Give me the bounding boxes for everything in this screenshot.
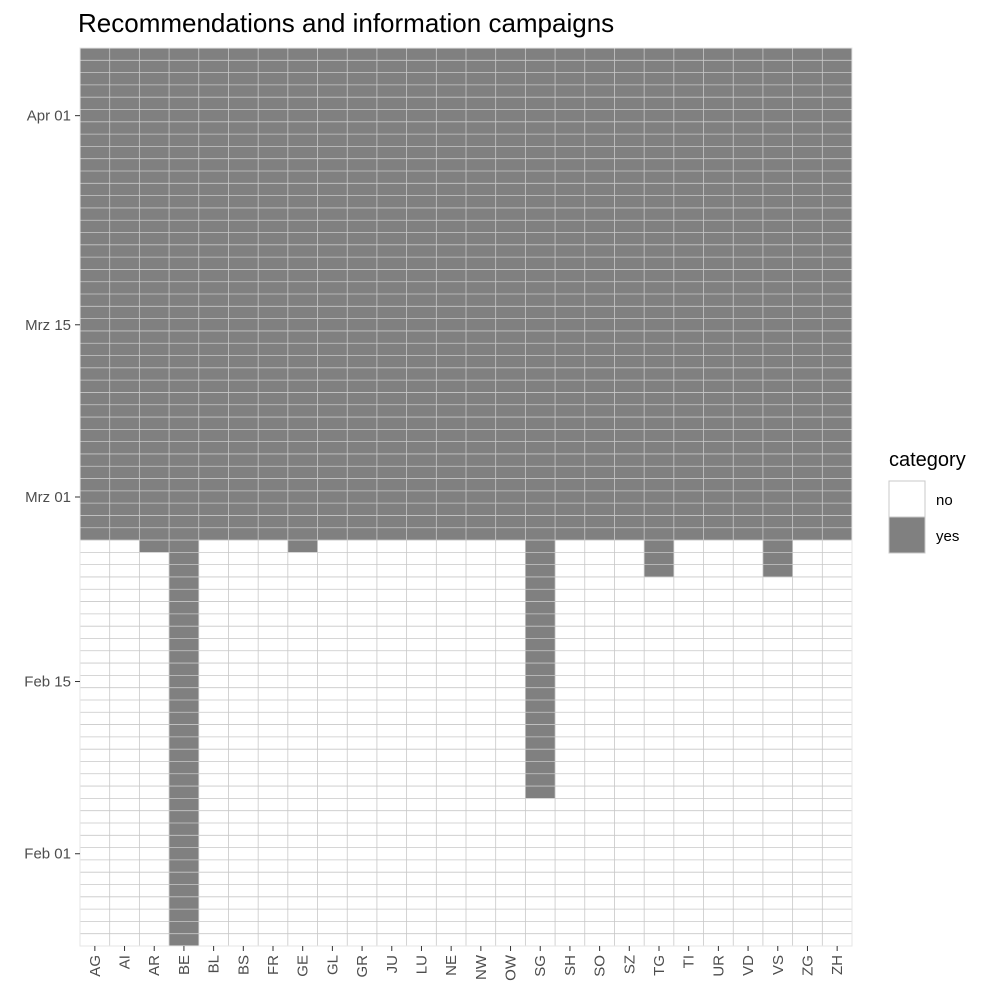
x-tick-label-gr: GR [354, 955, 371, 978]
legend-swatch-yes [888, 516, 926, 554]
y-axis: Feb 01 Feb 15 Mrz 01 Mrz 15 Apr 01 [24, 108, 80, 863]
x-tick-label-nw: NW [473, 954, 490, 980]
y-tick-label: Feb 01 [24, 846, 71, 863]
yes-bar-ar [139, 48, 170, 553]
x-axis: AG AI AR BE BL BS FR GE GL GR JU LU NE NW OW SG SH SO SZ TG… [87, 946, 846, 981]
yes-bar-sg [525, 48, 556, 799]
x-tick-label-sg: SG [532, 955, 549, 977]
plot-panel [79, 47, 853, 947]
y-tick-label: Feb 15 [24, 674, 71, 691]
yes-bar-vs [762, 48, 793, 577]
yes-bar-ge [287, 48, 318, 553]
x-tick-label-fr: FR [265, 955, 282, 975]
y-tick-label: Apr 01 [27, 108, 71, 125]
legend-swatch-no [888, 480, 926, 518]
yes-bar-tg [644, 48, 674, 577]
x-tick-label-sz: SZ [621, 955, 638, 974]
legend-label-yes: yes [936, 528, 959, 545]
x-tick-label-zh: ZH [829, 955, 846, 975]
x-tick-label-lu: LU [413, 955, 430, 974]
x-tick-label-vd: VD [740, 955, 757, 976]
x-tick-label-ju: JU [384, 955, 401, 973]
yes-bar-be [169, 48, 199, 946]
x-tick-label-vs: VS [770, 955, 787, 975]
x-tick-label-so: SO [592, 955, 609, 977]
x-tick-label-be: BE [176, 955, 193, 975]
x-tick-label-sh: SH [562, 955, 579, 976]
legend-title: category [889, 449, 966, 471]
x-tick-label-ow: OW [503, 954, 520, 981]
x-tick-label-gl: GL [324, 955, 341, 975]
y-tick-label: Mrz 01 [25, 489, 71, 506]
x-tick-label-ti: TI [681, 955, 698, 968]
legend: category no yes [888, 449, 966, 554]
x-tick-label-bl: BL [206, 955, 223, 973]
x-tick-label-ag: AG [87, 955, 104, 977]
x-tick-label-ne: NE [443, 955, 460, 976]
x-tick-label-ge: GE [295, 955, 312, 977]
chart-title: Recommendations and information campaign… [78, 8, 614, 38]
x-tick-label-tg: TG [651, 955, 668, 976]
x-tick-label-bs: BS [235, 955, 252, 975]
x-tick-label-ar: AR [146, 955, 163, 976]
y-tick-label: Mrz 15 [25, 317, 71, 334]
x-tick-label-zg: ZG [799, 955, 816, 976]
x-tick-label-ai: AI [117, 955, 134, 969]
legend-label-no: no [936, 492, 953, 509]
x-tick-label-ur: UR [710, 955, 727, 977]
